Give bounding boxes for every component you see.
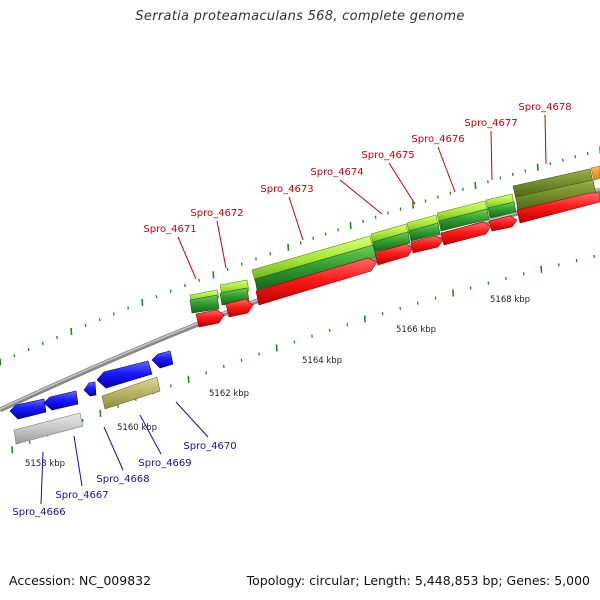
label-leader — [288, 196, 304, 241]
gene-label-spro-4672: Spro_4672 — [190, 208, 243, 219]
ruler-label: 5164 kbp — [302, 356, 342, 366]
forward-gene-labels — [177, 114, 547, 280]
gene-label-spro-4671: Spro_4671 — [143, 224, 196, 235]
label-leader — [437, 146, 456, 193]
cds-arrow-forward — [410, 235, 444, 254]
label-leader — [139, 414, 162, 455]
gene-label-spro-4666: Spro_4666 — [12, 507, 65, 518]
accession-text: Accession: NC_009832 — [9, 573, 152, 588]
gene-label-spro-4669: Spro_4669 — [138, 458, 191, 469]
gene-label-spro-4668: Spro_4668 — [96, 474, 149, 485]
gene-band-segment — [101, 376, 161, 410]
reverse-gene-label-text: Spro_4666 Spro_4667 Spro_4668 Spro_4669 … — [12, 441, 236, 518]
gene-label-spro-4677: Spro_4677 — [464, 118, 517, 129]
cds-arrow-forward — [440, 221, 492, 246]
reverse-gene-band — [13, 376, 161, 445]
gene-band-segment — [408, 222, 441, 242]
cds-arrow-forward — [516, 192, 600, 224]
ruler-label: 5166 kbp — [396, 325, 436, 335]
genome-summary-text: Topology: circular; Length: 5,448,853 bp… — [246, 573, 590, 588]
gene-label-spro-4678: Spro_4678 — [518, 102, 571, 113]
cds-arrow-reverse — [151, 350, 174, 369]
reverse-cds-track — [9, 350, 174, 420]
forward-gene-label-text: Spro_4671 Spro_4672 Spro_4673 Spro_4674 … — [143, 102, 571, 235]
label-leader — [177, 236, 197, 280]
gene-label-spro-4676: Spro_4676 — [411, 134, 464, 145]
gene-band-segment — [438, 208, 490, 232]
gene-band-segment — [590, 165, 600, 181]
cds-arrow-reverse — [43, 390, 79, 411]
upper-tick-row — [287, 146, 600, 251]
gene-label-spro-4673: Spro_4673 — [260, 184, 313, 195]
reverse-gene-labels — [40, 401, 209, 505]
cds-arrow-forward — [488, 215, 518, 232]
gene-band-segment — [189, 294, 220, 314]
ruler-label: 5158 kbp — [25, 459, 65, 469]
gene-label-spro-4674: Spro_4674 — [310, 167, 363, 178]
cds-arrow-forward — [374, 243, 414, 266]
gene-label-spro-4675: Spro_4675 — [361, 150, 414, 161]
ruler-labels: 5158 kbp 5160 kbp 5162 kbp 5164 kbp 5166… — [25, 295, 530, 469]
gene-label-spro-4670: Spro_4670 — [183, 441, 236, 452]
gene-label-spro-4667: Spro_4667 — [55, 490, 108, 501]
label-leader — [544, 114, 547, 165]
forward-cds-track — [195, 192, 600, 328]
label-leader — [103, 426, 124, 471]
cds-arrow-forward — [225, 298, 254, 318]
ruler-label: 5168 kbp — [490, 295, 530, 305]
ruler-label: 5160 kbp — [117, 423, 157, 433]
label-leader — [490, 130, 493, 181]
gene-band-segment — [13, 412, 84, 445]
ruler-label: 5162 kbp — [209, 389, 249, 399]
gene-band-segment — [487, 201, 517, 219]
cds-arrow-reverse — [96, 360, 153, 389]
label-leader — [175, 401, 209, 438]
label-leader — [40, 451, 44, 505]
cds-arrow-forward — [195, 309, 225, 328]
cds-arrow-reverse — [83, 381, 97, 397]
label-leader — [388, 162, 416, 205]
genome-title: Serratia proteamaculans 568, complete ge… — [135, 9, 465, 24]
cds-arrow-reverse — [9, 398, 47, 420]
label-leader — [339, 179, 383, 215]
forward-gene-band — [189, 165, 600, 314]
gene-band-segment — [372, 231, 411, 253]
cds-arrow-forward — [255, 257, 378, 306]
label-leader — [73, 435, 83, 487]
outer-tick-row — [0, 252, 272, 366]
label-leader — [216, 220, 227, 269]
